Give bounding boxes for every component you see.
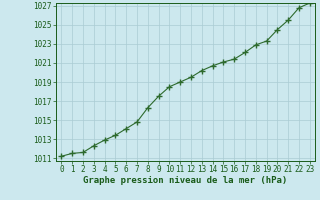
X-axis label: Graphe pression niveau de la mer (hPa): Graphe pression niveau de la mer (hPa) [84,176,288,185]
